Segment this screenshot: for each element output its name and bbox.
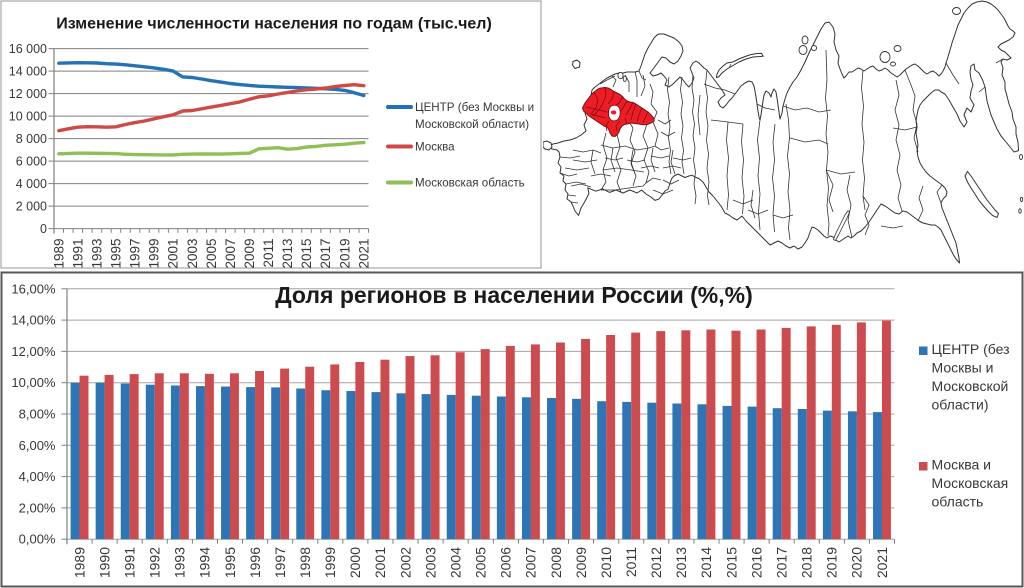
svg-text:2008: 2008 — [548, 547, 564, 578]
svg-text:1997: 1997 — [128, 239, 143, 269]
svg-text:4 000: 4 000 — [16, 177, 47, 191]
svg-text:Москвы и: Москвы и — [932, 360, 994, 376]
svg-text:1993: 1993 — [90, 239, 105, 269]
svg-text:1999: 1999 — [322, 547, 338, 578]
svg-text:1999: 1999 — [147, 239, 162, 269]
svg-text:Доля регионов в населении Росс: Доля регионов в населении России (%,%) — [275, 282, 752, 308]
svg-text:2001: 2001 — [372, 547, 388, 578]
svg-text:8 000: 8 000 — [16, 132, 47, 146]
svg-text:12 000: 12 000 — [9, 87, 47, 101]
svg-text:6 000: 6 000 — [16, 154, 47, 168]
svg-text:2011: 2011 — [623, 547, 639, 577]
svg-text:2016: 2016 — [748, 547, 764, 578]
svg-text:1993: 1993 — [172, 547, 188, 578]
svg-text:Московской области): Московской области) — [415, 118, 529, 131]
svg-text:2000: 2000 — [347, 547, 363, 578]
svg-text:14 000: 14 000 — [9, 64, 47, 78]
svg-text:6,00%: 6,00% — [19, 438, 56, 453]
svg-text:2018: 2018 — [799, 547, 815, 578]
svg-text:области): области) — [932, 397, 989, 413]
svg-text:1989: 1989 — [51, 239, 66, 269]
svg-text:2009: 2009 — [573, 547, 589, 578]
svg-text:2,00%: 2,00% — [19, 500, 56, 515]
svg-text:2010: 2010 — [598, 547, 614, 578]
svg-text:область: область — [932, 494, 984, 510]
svg-text:14,00%: 14,00% — [11, 313, 56, 328]
svg-text:1989: 1989 — [71, 547, 87, 578]
svg-text:0,00%: 0,00% — [19, 532, 56, 547]
svg-text:1995: 1995 — [109, 239, 124, 269]
svg-text:1998: 1998 — [297, 547, 313, 578]
svg-text:8,00%: 8,00% — [19, 407, 56, 422]
svg-text:2002: 2002 — [397, 547, 413, 578]
svg-text:Москва и: Москва и — [932, 457, 992, 473]
svg-text:10,00%: 10,00% — [11, 375, 56, 390]
svg-text:2005: 2005 — [204, 239, 219, 269]
svg-text:1994: 1994 — [197, 547, 213, 578]
svg-text:1996: 1996 — [247, 547, 263, 578]
svg-text:1995: 1995 — [222, 547, 238, 578]
svg-text:2 000: 2 000 — [16, 199, 47, 213]
svg-text:2015: 2015 — [299, 239, 314, 269]
svg-text:12,00%: 12,00% — [11, 344, 56, 359]
svg-text:2011: 2011 — [261, 239, 276, 268]
svg-text:2004: 2004 — [448, 547, 464, 578]
svg-text:16,00%: 16,00% — [11, 281, 56, 296]
svg-text:2007: 2007 — [223, 239, 238, 269]
svg-text:2015: 2015 — [723, 547, 739, 578]
svg-text:2012: 2012 — [648, 547, 664, 578]
svg-text:2020: 2020 — [849, 547, 865, 578]
svg-text:1991: 1991 — [70, 239, 85, 269]
svg-text:ЦЕНТР (без: ЦЕНТР (без — [932, 341, 1010, 357]
svg-text:2013: 2013 — [280, 239, 295, 269]
svg-text:Московская: Московская — [932, 475, 1009, 491]
svg-text:2014: 2014 — [698, 547, 714, 578]
svg-text:Москва: Москва — [415, 141, 455, 154]
svg-text:2003: 2003 — [185, 239, 200, 269]
svg-text:2006: 2006 — [498, 547, 514, 578]
svg-text:4,00%: 4,00% — [19, 469, 56, 484]
svg-text:10 000: 10 000 — [9, 109, 47, 123]
svg-text:1991: 1991 — [122, 547, 138, 578]
svg-text:2001: 2001 — [166, 239, 181, 269]
svg-text:2003: 2003 — [422, 547, 438, 578]
svg-text:2017: 2017 — [774, 547, 790, 578]
svg-text:Московской: Московской — [932, 378, 1009, 394]
svg-text:2021: 2021 — [356, 239, 371, 269]
svg-text:2019: 2019 — [824, 547, 840, 578]
svg-text:2019: 2019 — [337, 239, 352, 269]
svg-text:2021: 2021 — [874, 547, 890, 578]
svg-text:1997: 1997 — [272, 547, 288, 578]
svg-text:16 000: 16 000 — [9, 42, 47, 56]
svg-text:Изменение численности населени: Изменение численности населения по годам… — [56, 16, 492, 33]
svg-text:2005: 2005 — [473, 547, 489, 578]
svg-text:2013: 2013 — [673, 547, 689, 578]
svg-text:2017: 2017 — [318, 239, 333, 269]
svg-text:1992: 1992 — [147, 547, 163, 578]
svg-text:1990: 1990 — [96, 547, 112, 578]
svg-text:2007: 2007 — [523, 547, 539, 578]
svg-text:0: 0 — [40, 222, 47, 236]
svg-text:2009: 2009 — [242, 239, 257, 269]
svg-text:Московская область: Московская область — [415, 177, 525, 190]
svg-text:ЦЕНТР (без Москвы и: ЦЕНТР (без Москвы и — [415, 101, 534, 114]
